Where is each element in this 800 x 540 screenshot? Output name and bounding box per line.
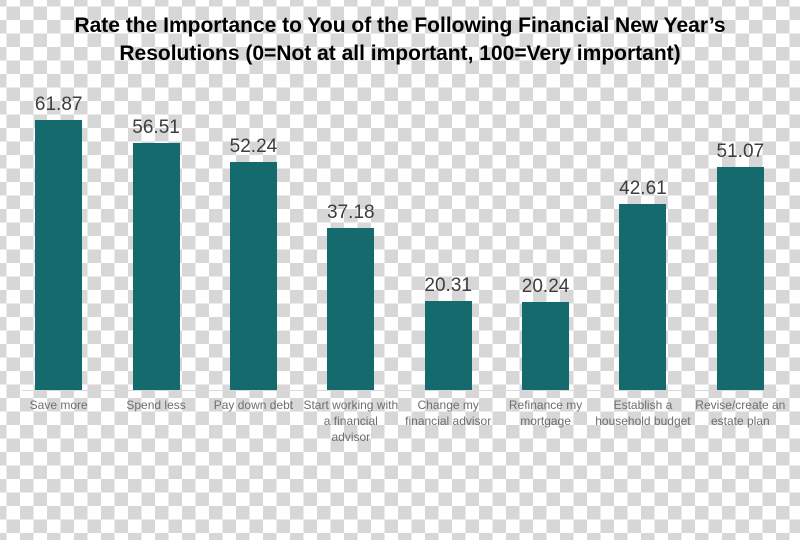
chart-title-line1: Rate the Importance to You of the Follow… (74, 14, 726, 37)
category-label: Start working with a financial advisor (303, 398, 399, 444)
data-label: 37.18 (327, 202, 375, 223)
category-label: Change my financial advisor (405, 398, 492, 428)
data-label: 20.24 (521, 276, 570, 297)
bar (132, 143, 180, 390)
bar (619, 204, 667, 390)
category-label: Establish a household budget (595, 398, 691, 428)
bar-column-start-working-with-a-financial-advisor: 37.18 Start working with a financial adv… (302, 0, 399, 444)
x-axis-line (22, 390, 778, 391)
bar-column-revise-create-an-estate-plan: 51.07 Revise/create an estate plan (692, 0, 789, 428)
data-label: 51.07 (716, 141, 765, 162)
bar-column-save-more: 61.87 Save more (10, 0, 107, 412)
bar-column-refinance-my-mortgage: 20.24 Refinance my mortgage (497, 0, 594, 428)
bar (424, 301, 472, 390)
category-label: Save more (29, 398, 88, 412)
category-label: Pay down debt (213, 398, 294, 412)
chart-title-line2: Resolutions (0=Not at all important, 100… (119, 42, 681, 65)
bar (716, 167, 764, 390)
bar-column-establish-a-household-budget: 42.61 Establish a household budget (594, 0, 691, 428)
plot-area: 61.87 Save more 56.51 Spend less 52.24 P… (10, 0, 789, 444)
bar-column-pay-down-debt: 52.24 Pay down debt (205, 0, 302, 412)
data-label: 61.87 (34, 94, 83, 115)
bar (35, 120, 83, 390)
bar-column-change-my-financial-advisor: 20.31 Change my financial advisor (400, 0, 497, 428)
category-label: Refinance my mortgage (508, 398, 583, 428)
data-label: 52.24 (229, 136, 278, 157)
data-label: 42.61 (619, 178, 667, 199)
category-label: Revise/create an estate plan (695, 398, 786, 428)
data-label: 56.51 (132, 117, 180, 138)
bar (229, 162, 277, 390)
bar (327, 228, 375, 390)
category-label: Spend less (126, 398, 186, 412)
bar-column-spend-less: 56.51 Spend less (107, 0, 204, 412)
bar (522, 302, 570, 390)
data-label: 20.31 (424, 275, 472, 296)
chart-title: Rate the Importance to You of the Follow… (0, 12, 800, 68)
